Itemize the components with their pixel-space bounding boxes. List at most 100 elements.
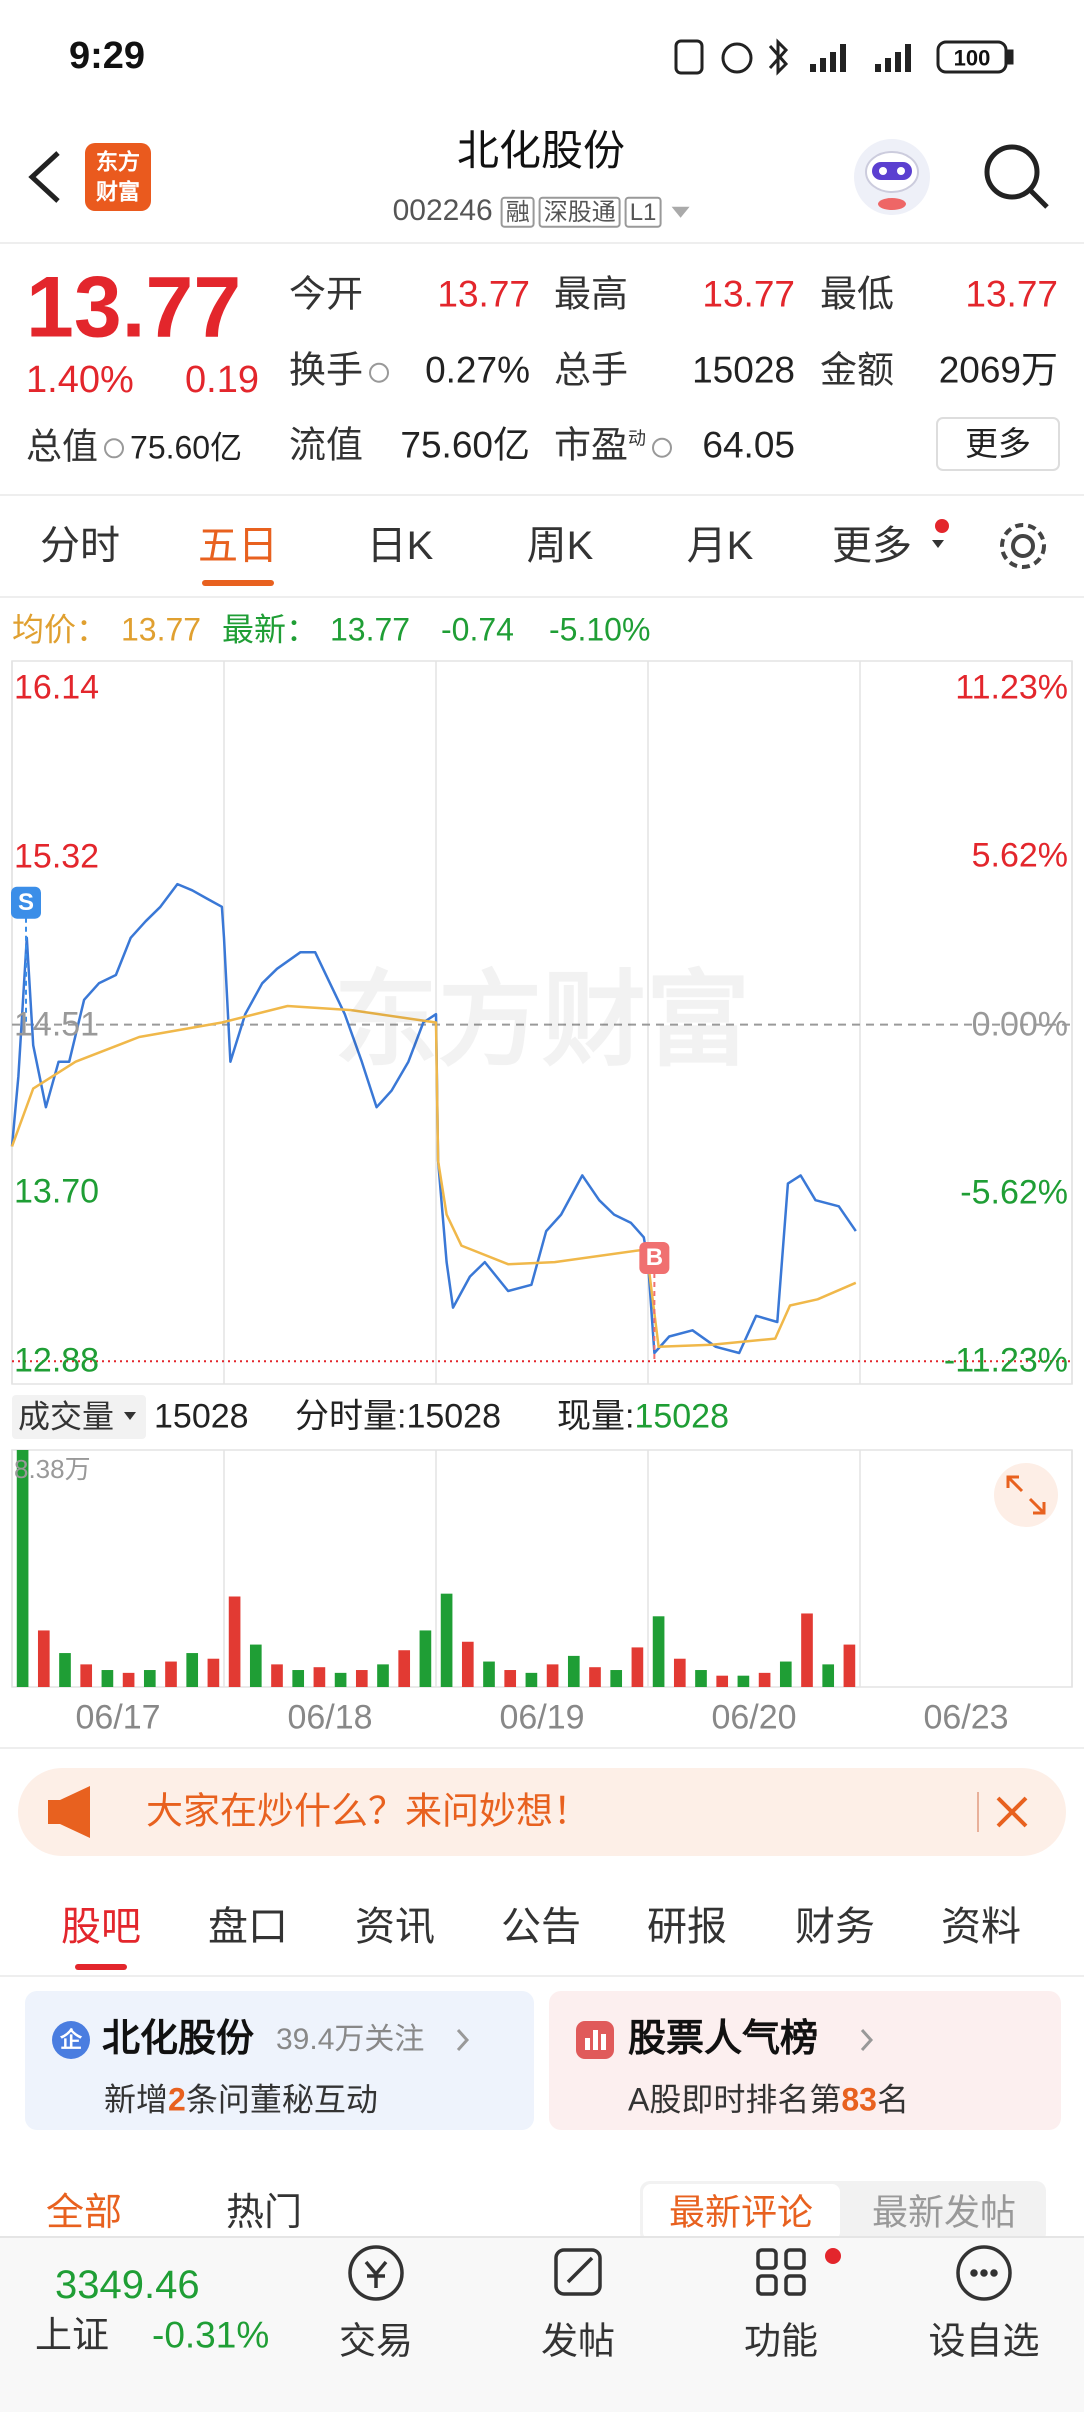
ai-banner-text[interactable]: 大家在炒什么？来问妙想！ [146,1790,590,1832]
section-tab[interactable]: 资料 [941,1905,1021,1949]
card-title[interactable]: 北化股份 [102,2018,255,2061]
y2-tick-label: -11.23% [943,1341,1068,1380]
assistant-avatar[interactable] [854,139,930,215]
avg-price: 13.77 [121,611,202,648]
card-text: A股即时排名第83名 [628,2082,909,2119]
sort-active-bg[interactable] [643,2184,840,2240]
stat-value: 75.60亿 [130,429,243,466]
info-icon[interactable] [369,362,389,383]
card-highlight: 83 [841,2081,877,2118]
stat-label: 最高 [554,273,628,315]
back-button[interactable] [28,151,60,203]
stock-code: 002246 [392,193,493,227]
avg-label: 均价： [12,611,109,648]
latest-price: 13.77 [330,611,411,648]
nav-item[interactable]: 功能 [744,2320,818,2362]
volume-bar [292,1670,305,1687]
volume-bar [716,1675,729,1687]
battery-level: 100 [953,45,991,71]
volume-bar [673,1658,686,1687]
card-text: A股即时排名第 [628,2081,842,2118]
period-tab[interactable]: 月K [686,524,754,568]
dropdown-caret [671,206,690,218]
stat-value: 2069万 [938,349,1058,391]
total-value: 总值 75.60亿 [26,425,242,466]
period-tab[interactable]: 更多 [832,524,912,568]
volume-bar [631,1647,644,1687]
expand-button[interactable] [994,1463,1058,1527]
section-tab[interactable]: 盘口 [208,1905,288,1949]
period-tab[interactable]: 分时 [40,524,120,568]
y2-tick-label: 11.23% [955,668,1068,707]
sort-option[interactable]: 最新发帖 [871,2191,1017,2233]
volume-selector[interactable]: 成交量 [18,1398,115,1435]
volume-bar [59,1653,71,1687]
volume-bar [695,1670,707,1687]
stat-superscript: 动 [628,428,646,449]
nav-item[interactable]: 设自选 [928,2320,1040,2362]
nav-item[interactable]: 发帖 [541,2320,615,2362]
separators [0,242,1084,1977]
logo-badge [85,143,151,211]
section-tab[interactable]: 公告 [501,1905,581,1949]
period-tab[interactable]: 五日 [198,524,278,568]
y-tick-label: 16.14 [14,668,100,707]
volume-bar [525,1672,538,1687]
y2-tick-label: 0.00% [971,1005,1068,1044]
chart-frame [11,1449,1073,1688]
x-tick-label: 06/19 [499,1698,585,1737]
y-tick-label: 14.51 [14,1005,100,1044]
chevron [860,2028,874,2052]
stat-value: 75.60亿 [400,424,530,466]
period-tab[interactable]: 日K [366,524,434,568]
section-tab[interactable]: 股吧 [61,1905,141,1949]
volume-bar [186,1653,199,1687]
nav-item[interactable]: 交易 [339,2320,413,2362]
card-title[interactable]: 股票人气榜 [628,2018,819,2061]
more-button-frame[interactable] [936,417,1060,471]
stock-tag: L1 [624,196,662,228]
ai-banner[interactable] [18,1768,1066,1856]
x-tick-label: 06/23 [923,1698,1009,1737]
feed-tab[interactable]: 热门 [226,2192,303,2235]
latest-label: 最新： [222,611,319,648]
stat-label: 流值 [289,424,363,466]
info-icon[interactable] [104,438,125,459]
stat-value: 15028 [692,349,795,391]
logo-text: 东方 [95,149,141,175]
index-change: -0.31% [152,2314,270,2356]
trade-marker [11,886,41,919]
volume-selector-bg[interactable] [12,1395,146,1439]
trade-marker [639,1241,670,1274]
stat-label: 总手 [554,349,628,391]
section-tab[interactable]: 财务 [795,1905,875,1949]
volume-bar [37,1630,50,1687]
stat-label: 最高 [554,274,628,317]
ranking-card[interactable] [549,1991,1061,2130]
minute-volume-label: 分时量: [295,1397,407,1436]
search-button[interactable] [984,144,1049,209]
active-tab-underline [202,580,274,586]
company-card[interactable] [25,1991,534,2130]
feed-tab[interactable]: 全部 [46,2192,123,2235]
last-price: 13.77 [26,259,242,356]
settings-button[interactable] [1000,523,1046,569]
sort-option[interactable]: 最新评论 [668,2191,814,2233]
stat-label: 流值 [289,425,363,468]
period-tab[interactable]: 周K [526,524,594,568]
chevron [456,2028,470,2052]
average-line [10,1004,857,1349]
volume-bar [610,1670,623,1687]
volume-bar [207,1658,220,1687]
section-tab[interactable]: 研报 [647,1905,727,1949]
index-value[interactable]: 3349.46 [55,2263,200,2307]
banner-close[interactable] [996,1796,1028,1828]
volume-bar [101,1670,114,1687]
info-icon[interactable] [652,437,672,458]
latest-change: -0.74 [441,611,514,648]
section-tab[interactable]: 资讯 [355,1905,435,1949]
volume-bar [546,1664,559,1687]
stat-label: 换手 [289,349,363,391]
more-button[interactable]: 更多 [965,425,1031,463]
